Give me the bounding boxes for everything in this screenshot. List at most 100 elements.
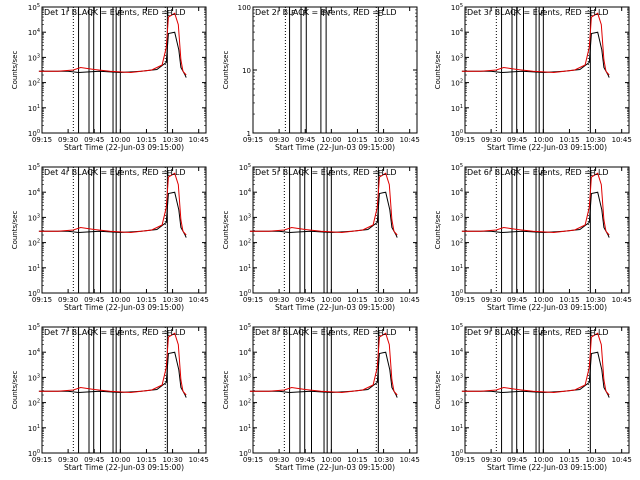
plot-frame: [41, 166, 207, 294]
y-tick-label: 104: [451, 28, 463, 37]
x-tick-label: 10:00: [321, 456, 341, 464]
chart-panel-6: 09:15 09:30 09:45 10:00 10:15 10:30 10:45 100 10…: [434, 163, 632, 312]
x-tick-label: 09:30: [269, 296, 289, 304]
x-tick-label: 10:45: [612, 456, 632, 464]
flag-marker-label: E: [167, 169, 172, 178]
plot-frame: [41, 6, 207, 134]
y-tick-label: 100: [451, 449, 463, 458]
x-tick-label: 09:30: [58, 136, 78, 144]
y-tick-label: 1: [247, 130, 251, 138]
y-tick-label: 103: [451, 213, 463, 222]
plot-frame: [464, 326, 630, 454]
x-axis-label: Start Time (22-Jun-03 09:15:00): [64, 303, 184, 312]
flag-marker-label: E: [378, 9, 383, 18]
x-tick-label: 10:00: [533, 296, 553, 304]
series-line-events: [249, 351, 398, 398]
y-tick-label: 101: [28, 264, 40, 273]
y-tick-label: 102: [28, 239, 40, 248]
chart-panel-8: 09:15 09:30 09:45 10:00 10:15 10:30 10:45 100 10…: [222, 323, 420, 472]
x-tick-label: 09:30: [269, 136, 289, 144]
y-tick-label: 102: [451, 79, 463, 88]
chart-panel-4: 09:15 09:30 09:45 10:00 10:15 10:30 10:45 100 10…: [11, 163, 209, 312]
chart-panel-9: 09:15 09:30 09:45 10:00 10:15 10:30 10:45 100 10…: [434, 323, 632, 472]
y-tick-label: 101: [28, 424, 40, 433]
x-tick-label: 09:45: [84, 296, 104, 304]
x-tick-label: 10:15: [347, 296, 367, 304]
chart-title: Det 3r BLACK = Events, RED = LLD: [467, 8, 609, 17]
flag-marker-label: E: [590, 169, 595, 178]
x-tick-label: 10:00: [533, 456, 553, 464]
flag-marker-label: F: [514, 329, 519, 338]
y-tick-label: 103: [451, 373, 463, 382]
x-tick-label: 10:30: [585, 296, 605, 304]
y-tick-label: 102: [239, 399, 251, 408]
x-tick-label: 09:15: [32, 456, 52, 464]
y-tick-label: 103: [451, 53, 463, 62]
x-tick-label: 10:45: [189, 456, 209, 464]
y-tick-label: 100: [238, 4, 251, 12]
y-axis-label: Counts/sec: [11, 51, 19, 90]
flag-marker-label: F: [91, 169, 96, 178]
x-tick-label: 10:30: [585, 456, 605, 464]
y-tick-label: 104: [239, 348, 251, 357]
plot-frame: [252, 6, 418, 134]
y-tick-label: 102: [28, 399, 40, 408]
series-line-events: [38, 351, 187, 398]
y-tick-label: 100: [451, 289, 463, 298]
flag-marker-label: E: [378, 169, 383, 178]
y-tick-label: 105: [239, 323, 251, 332]
chart-title: Det 9r BLACK = Events, RED = LLD: [467, 328, 609, 337]
y-tick-label: 102: [451, 239, 463, 248]
series-line-lld: [38, 332, 187, 396]
y-tick-label: 101: [451, 424, 463, 433]
y-tick-label: 10: [242, 67, 251, 75]
y-tick-label: 101: [451, 264, 463, 273]
y-tick-label: 105: [451, 323, 463, 332]
y-tick-label: 105: [451, 163, 463, 172]
series-line-events: [461, 351, 610, 398]
x-tick-label: 10:45: [400, 296, 420, 304]
x-tick-label: 09:15: [243, 136, 263, 144]
x-tick-label: 09:30: [481, 136, 501, 144]
y-tick-label: 101: [239, 424, 251, 433]
series-line-lld: [461, 12, 610, 76]
chart-panel-2: 09:15 09:30 09:45 10:00 10:15 10:30 10:45 1 10 10…: [222, 4, 420, 152]
x-axis-label: Start Time (22-Jun-03 09:15:00): [275, 303, 395, 312]
x-tick-label: 09:30: [58, 456, 78, 464]
x-tick-label: 10:30: [373, 456, 393, 464]
y-tick-label: 102: [28, 79, 40, 88]
flag-marker-label: E: [590, 329, 595, 338]
y-tick-label: 104: [239, 188, 251, 197]
flag-marker-label: E: [167, 9, 172, 18]
y-tick-label: 105: [451, 3, 463, 12]
y-tick-label: 101: [239, 264, 251, 273]
flag-marker-label: F: [328, 9, 333, 18]
chart-panel-5: 09:15 09:30 09:45 10:00 10:15 10:30 10:45 100 10…: [222, 163, 420, 312]
y-tick-label: 100: [28, 449, 40, 458]
x-tick-label: 09:45: [507, 456, 527, 464]
x-tick-label: 09:45: [295, 456, 315, 464]
x-tick-label: 10:15: [559, 136, 579, 144]
series-line-events: [38, 31, 187, 78]
x-tick-label: 10:15: [347, 136, 367, 144]
x-axis-label: Start Time (22-Jun-03 09:15:00): [64, 143, 184, 152]
y-tick-label: 102: [451, 399, 463, 408]
flag-marker-label: F: [302, 329, 307, 338]
y-tick-label: 100: [239, 449, 251, 458]
y-tick-label: 100: [239, 289, 251, 298]
y-tick-label: 102: [239, 239, 251, 248]
x-tick-label: 10:30: [162, 296, 182, 304]
y-axis-label: Counts/sec: [434, 211, 442, 250]
plot-frame: [41, 326, 207, 454]
x-tick-label: 09:15: [455, 456, 475, 464]
y-tick-label: 104: [451, 188, 463, 197]
x-tick-label: 09:15: [243, 296, 263, 304]
series-line-events: [461, 191, 610, 238]
flag-marker-label: F: [514, 169, 519, 178]
y-tick-label: 100: [28, 289, 40, 298]
x-tick-label: 10:45: [400, 136, 420, 144]
x-tick-label: 09:30: [481, 456, 501, 464]
y-axis-label: Counts/sec: [222, 211, 230, 250]
x-tick-label: 09:30: [58, 296, 78, 304]
